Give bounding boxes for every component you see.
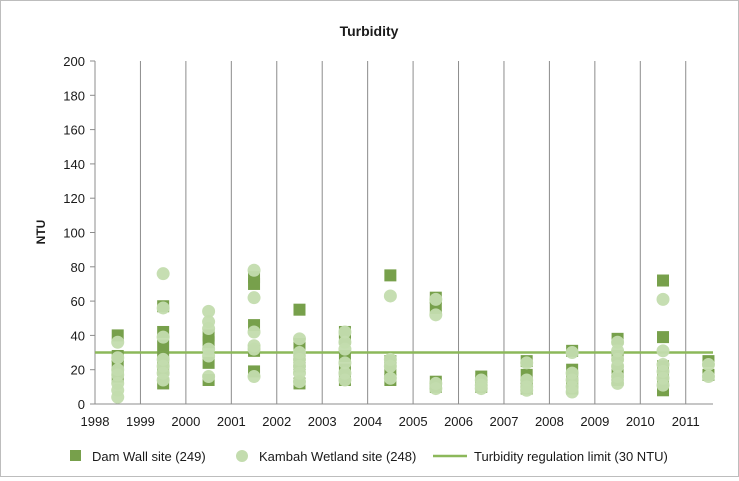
kambah-wetland-point (338, 342, 352, 356)
x-tick-label: 2007 (490, 414, 519, 429)
x-tick-label: 2008 (535, 414, 564, 429)
y-tick-label: 160 (63, 123, 85, 138)
y-tick-label: 60 (71, 294, 85, 309)
x-tick-label: 2005 (399, 414, 428, 429)
data-series (111, 263, 715, 404)
kambah-wetland-point (565, 385, 579, 399)
kambah-wetland-point (383, 371, 397, 385)
legend: Dam Wall site (249) Kambah Wetland site (… (70, 449, 668, 464)
legend-label-dam-wall: Dam Wall site (249) (92, 449, 206, 464)
kambah-wetland-point (520, 383, 534, 397)
kambah-wetland-point (202, 370, 216, 384)
kambah-wetland-point (383, 289, 397, 303)
kambah-wetland-point (156, 301, 170, 315)
dam-wall-point (248, 277, 261, 290)
kambah-wetland-point (701, 370, 715, 384)
kambah-wetland-point (292, 375, 306, 389)
kambah-wetland-point (247, 325, 261, 339)
y-tick-label: 180 (63, 88, 85, 103)
kambah-wetland-point (701, 358, 715, 372)
kambah-wetland-point (429, 308, 443, 322)
chart-title: Turbidity (340, 23, 399, 39)
series-1 (111, 263, 715, 404)
kambah-wetland-point (338, 373, 352, 387)
kambah-wetland-point (247, 291, 261, 305)
kambah-wetland-point (656, 344, 670, 358)
x-tick-label: 1998 (81, 414, 110, 429)
kambah-wetland-point (247, 342, 261, 356)
kambah-wetland-point (202, 304, 216, 318)
legend-label-kambah-wetland: Kambah Wetland site (248) (259, 449, 416, 464)
kambah-wetland-point (247, 263, 261, 277)
kambah-wetland-point (111, 390, 125, 404)
x-tick-label: 2004 (353, 414, 382, 429)
legend-swatch-dam-wall (70, 450, 81, 461)
y-tick-label: 0 (78, 397, 85, 412)
x-tick-label: 2009 (580, 414, 609, 429)
kambah-wetland-point (338, 325, 352, 339)
kambah-wetland-point (520, 356, 534, 370)
legend-label-regulation-limit: Turbidity regulation limit (30 NTU) (474, 449, 668, 464)
kambah-wetland-point (656, 378, 670, 392)
x-tick-label: 2000 (171, 414, 200, 429)
y-tick-label: 20 (71, 363, 85, 378)
x-tick-label: 2011 (672, 414, 700, 429)
axes (90, 60, 713, 405)
kambah-wetland-point (611, 359, 625, 373)
dam-wall-point (293, 303, 306, 316)
kambah-wetland-point (156, 267, 170, 281)
x-tick-label: 2002 (262, 414, 291, 429)
x-tick-label: 2010 (626, 414, 655, 429)
tick-labels: 1998 1999 2000 2001 2002 2003 2004 2005 2006 2007… (63, 54, 699, 429)
y-axis-label: NTU (34, 220, 48, 245)
kambah-wetland-point (111, 335, 125, 349)
x-tick-label: 2006 (444, 414, 473, 429)
y-tick-label: 200 (63, 54, 85, 69)
kambah-wetland-point (611, 376, 625, 390)
kambah-wetland-point (202, 322, 216, 336)
y-tick-label: 120 (63, 191, 85, 206)
kambah-wetland-point (202, 349, 216, 363)
x-tick-label: 2003 (308, 414, 337, 429)
legend-swatch-kambah-wetland (236, 450, 248, 462)
x-tick-label: 1999 (126, 414, 155, 429)
kambah-wetland-point (156, 373, 170, 387)
y-tick-label: 40 (71, 328, 85, 343)
y-tick-label: 80 (71, 260, 85, 275)
dam-wall-point (384, 269, 397, 282)
dam-wall-point (657, 274, 670, 287)
kambah-wetland-point (247, 370, 261, 384)
kambah-wetland-point (474, 382, 488, 396)
kambah-wetland-point (111, 351, 125, 365)
y-tick-label: 140 (63, 157, 85, 172)
kambah-wetland-point (383, 359, 397, 373)
kambah-wetland-point (656, 292, 670, 306)
kambah-wetland-point (429, 292, 443, 306)
kambah-wetland-point (429, 382, 443, 396)
y-tick-label: 100 (63, 226, 85, 241)
kambah-wetland-point (565, 346, 579, 360)
kambah-wetland-point (338, 356, 352, 370)
dam-wall-point (657, 331, 670, 344)
kambah-wetland-point (292, 332, 306, 346)
kambah-wetland-point (156, 330, 170, 344)
gridlines (139, 61, 687, 404)
x-tick-label: 2001 (217, 414, 246, 429)
